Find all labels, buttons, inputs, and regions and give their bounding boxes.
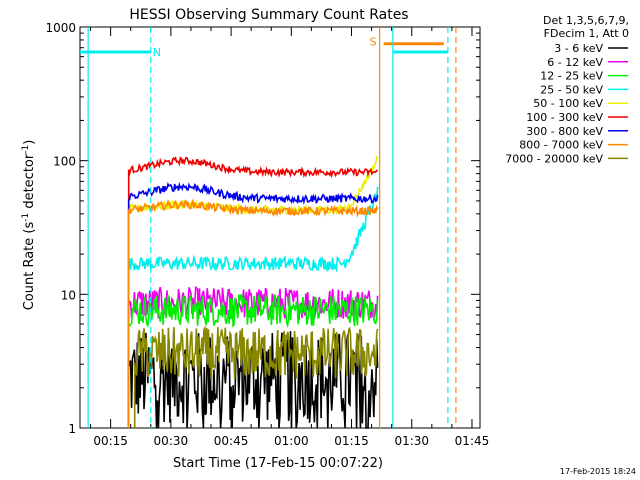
x-axis-label: Start Time (17-Feb-15 00:07:22) xyxy=(173,456,383,471)
plot-frame xyxy=(79,26,481,429)
legend-entry-label: 7000 - 20000 keV xyxy=(505,152,603,165)
saa-segments xyxy=(80,42,448,54)
series-line xyxy=(127,181,379,428)
series-line xyxy=(127,155,379,428)
legend-entry-label: 800 - 7000 keV xyxy=(519,139,603,152)
y-axis-label-mid: detector xyxy=(22,153,37,213)
x-tick-label: 01:00 xyxy=(274,434,309,448)
footer-timestamp: 17-Feb-2015 18:24 xyxy=(560,467,636,476)
y-tick-labels: 1 10 100 1000 xyxy=(45,21,76,436)
series-line xyxy=(133,325,379,428)
marker-label: N xyxy=(153,46,161,59)
y-axis-label: Count Rate (s-1 detector-1) xyxy=(21,140,37,311)
y-axis-label-main: Count Rate (s xyxy=(22,222,37,311)
x-tick-label: 01:45 xyxy=(455,434,490,448)
legend-entry-label: 300 - 800 keV xyxy=(526,125,603,138)
marker-label: S xyxy=(370,35,377,48)
chart-title: HESSI Observing Summary Count Rates xyxy=(129,7,408,23)
x-tick-label: 01:15 xyxy=(334,434,369,448)
series-line xyxy=(127,198,379,428)
y-axis-label-exponent-1: -1 xyxy=(21,213,31,222)
x-tick-label: 01:30 xyxy=(394,434,429,448)
x-tick-label: 00:15 xyxy=(93,434,128,448)
legend-entry-label: 6 - 12 keV xyxy=(547,56,603,69)
legend: Det 1,3,5,6,7,9, FDecim 1, Att 0 3 - 6 k… xyxy=(505,14,629,165)
legend-header-line: Det 1,3,5,6,7,9, xyxy=(543,14,629,27)
plot-area: 1 10 100 1000 00:15 00:30 00:45 01:00 01:15 01:3… xyxy=(45,21,489,448)
legend-entry-label: 3 - 6 keV xyxy=(554,42,603,55)
marker-labels: NS xyxy=(153,35,377,59)
y-tick-label: 1 xyxy=(68,422,76,436)
legend-header-line: FDecim 1, Att 0 xyxy=(544,27,629,40)
legend-entry-label: 50 - 100 keV xyxy=(533,97,603,110)
x-tick-labels: 00:15 00:30 00:45 01:00 01:15 01:30 01:45 xyxy=(93,434,489,448)
y-tick-label: 10 xyxy=(61,288,76,302)
y-tick-label: 100 xyxy=(53,155,76,169)
x-tick-label: 00:30 xyxy=(154,434,189,448)
plot-axes xyxy=(79,26,481,429)
y-axis-label-exponent-2: -1 xyxy=(21,145,31,154)
legend-entry-label: 12 - 25 keV xyxy=(540,70,603,83)
x-tick-label: 00:45 xyxy=(214,434,249,448)
y-tick-label: 1000 xyxy=(45,21,76,35)
y-axis-label-end: ) xyxy=(22,140,37,145)
series-line xyxy=(127,293,379,428)
vertical-markers xyxy=(87,27,457,428)
series-line xyxy=(127,186,379,428)
legend-entry-label: 25 - 50 keV xyxy=(540,83,603,96)
series-group xyxy=(127,154,379,429)
legend-entry-label: 100 - 300 keV xyxy=(526,111,603,124)
